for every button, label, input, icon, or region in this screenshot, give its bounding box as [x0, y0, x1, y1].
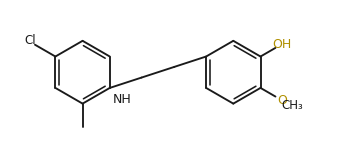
Text: CH₃: CH₃	[281, 99, 303, 112]
Text: O: O	[277, 94, 287, 107]
Text: NH: NH	[113, 93, 132, 106]
Text: Cl: Cl	[24, 34, 36, 47]
Text: OH: OH	[272, 38, 291, 51]
